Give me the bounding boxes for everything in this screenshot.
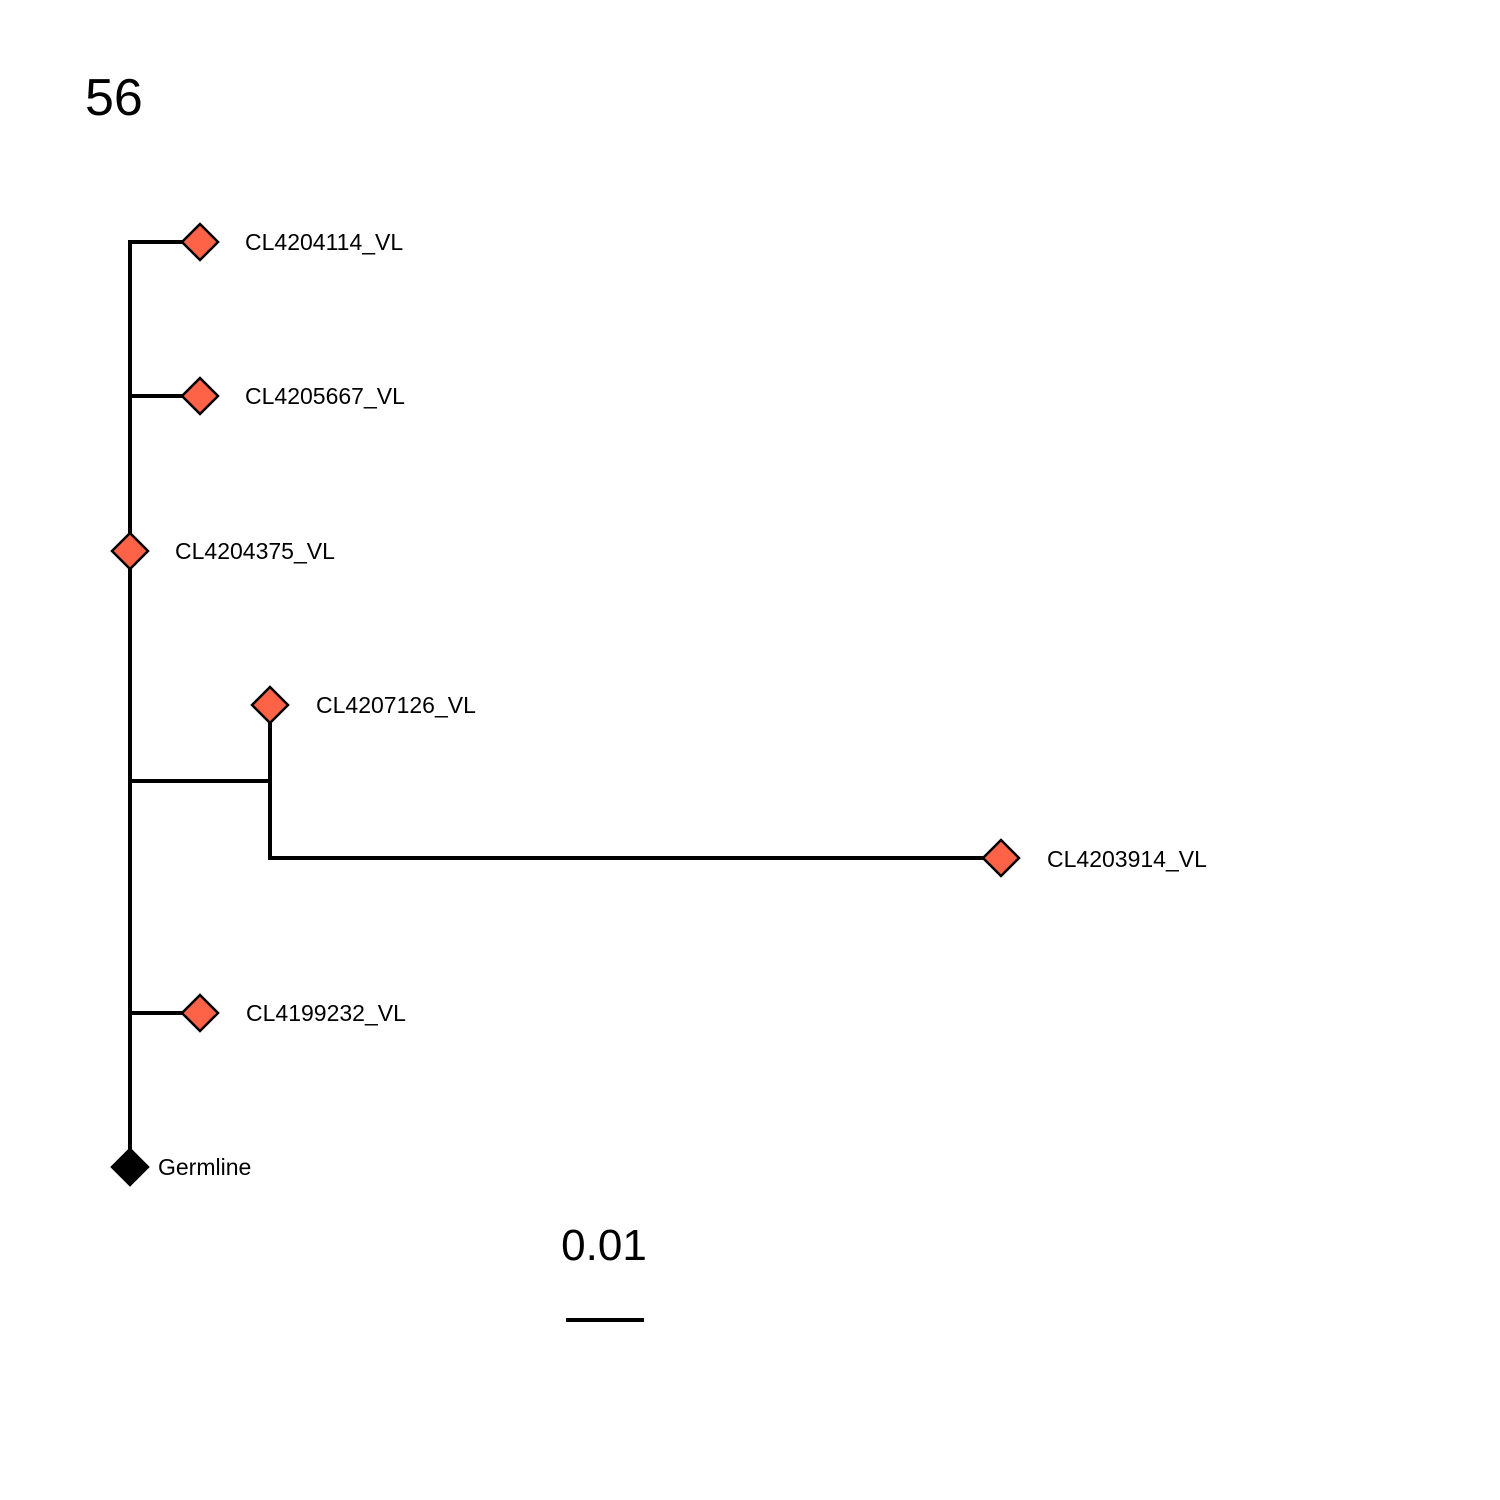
tree-branches [128, 240, 1003, 1169]
node-cl4204375[interactable] [110, 531, 150, 571]
tip-labels: CL4204114_VL CL4205667_VL CL4204375_VL C… [158, 229, 1207, 1180]
tip-label-cl4203914: CL4203914_VL [1047, 846, 1207, 872]
tip-label-cl4204114: CL4204114_VL [245, 229, 403, 255]
node-germline[interactable] [110, 1147, 150, 1187]
node-cl4204114[interactable] [180, 222, 220, 262]
tip-label-cl4199232: CL4199232_VL [246, 1000, 406, 1026]
tree-nodes [110, 222, 1021, 1187]
node-cl4207126[interactable] [250, 685, 290, 725]
node-cl4205667[interactable] [180, 376, 220, 416]
tip-label-cl4207126: CL4207126_VL [316, 692, 476, 718]
node-cl4203914[interactable] [981, 838, 1021, 878]
panel-number: 56 [85, 69, 143, 127]
tip-label-cl4204375: CL4204375_VL [175, 538, 335, 564]
scale-bar-label: 0.01 [561, 1221, 647, 1270]
node-cl4199232[interactable] [180, 993, 220, 1033]
tip-label-cl4205667: CL4205667_VL [245, 383, 405, 409]
scale-bar: 0.01 [561, 1221, 647, 1322]
root-label-germline: Germline [158, 1154, 251, 1180]
